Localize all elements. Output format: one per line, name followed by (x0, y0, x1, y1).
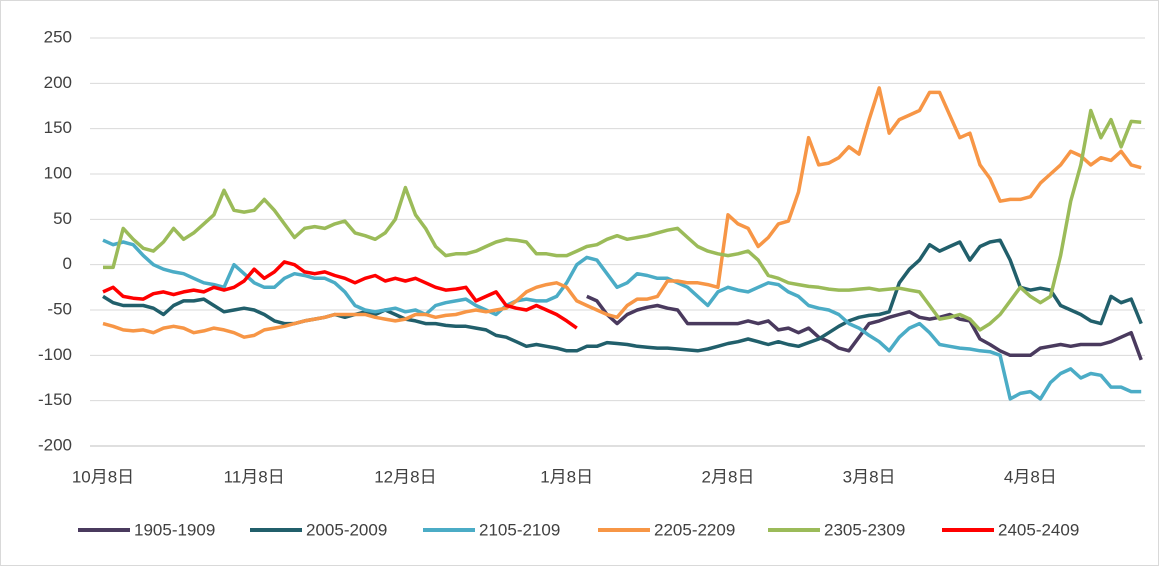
x-tick-label: 11月8日 (224, 467, 285, 486)
x-tick-label: 4月8日 (1004, 467, 1057, 486)
y-tick-label: -50 (47, 299, 72, 318)
x-tick-label: 10月8日 (72, 467, 134, 486)
series-line (103, 108, 1142, 332)
legend-label: 2305-2309 (824, 520, 905, 539)
y-tick-label: 200 (44, 73, 72, 92)
series-line (102, 238, 1143, 353)
y-tick-label: -100 (38, 345, 72, 364)
series-line (102, 86, 1142, 339)
y-tick-label: 150 (44, 118, 72, 137)
series-line (102, 238, 1142, 401)
y-tick-label: 250 (44, 27, 72, 46)
series-line (102, 260, 578, 330)
y-tick-label: 100 (44, 163, 72, 182)
legend-label: 1905-1909 (134, 520, 215, 539)
x-tick-label: 3月8日 (843, 467, 896, 486)
legend-label: 2205-2209 (654, 520, 735, 539)
legend-label: 2105-2109 (479, 520, 560, 539)
x-tick-label: 1月8日 (540, 467, 593, 486)
legend-label: 2005-2009 (306, 520, 387, 539)
y-tick-label: 50 (53, 209, 72, 228)
legend-label: 2405-2409 (998, 520, 1079, 539)
y-tick-label: -200 (38, 435, 72, 454)
y-tick-label: 0 (63, 254, 72, 273)
x-tick-label: 2月8日 (701, 467, 754, 486)
x-tick-label: 12月8日 (374, 467, 436, 486)
y-tick-label: -150 (38, 390, 72, 409)
